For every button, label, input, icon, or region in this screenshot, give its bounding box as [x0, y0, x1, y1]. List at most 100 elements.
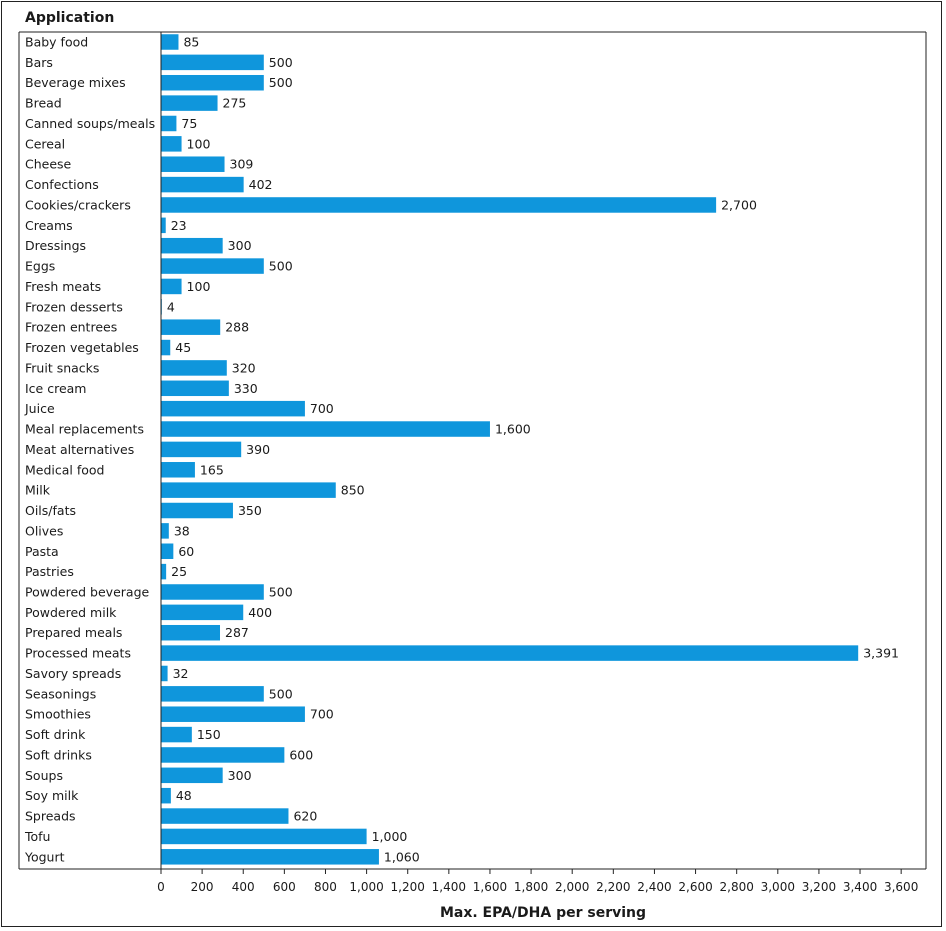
category-label: Juice	[24, 401, 55, 416]
category-label: Ice cream	[25, 381, 87, 396]
bar-value-label: 390	[246, 442, 270, 457]
x-tick-label: 1,600	[473, 880, 507, 894]
bar	[161, 563, 167, 580]
bar-value-label: 500	[269, 75, 293, 90]
bar	[161, 380, 229, 397]
bar-value-label: 300	[228, 238, 252, 253]
bar-value-label: 100	[187, 279, 211, 294]
bar-value-label: 320	[232, 360, 256, 375]
category-label: Pasta	[25, 544, 59, 559]
category-label: Beverage mixes	[25, 75, 126, 90]
bar-value-label: 2,700	[721, 197, 757, 212]
x-tick-label: 1,200	[391, 880, 425, 894]
bar-value-label: 3,391	[863, 646, 899, 661]
bar-value-label: 700	[310, 707, 334, 722]
bar	[161, 197, 717, 213]
category-label: Prepared meals	[25, 625, 122, 640]
bar-value-label: 150	[197, 727, 221, 742]
bar	[161, 787, 171, 804]
bar	[161, 502, 233, 519]
bar-value-label: 600	[289, 747, 313, 762]
bar	[161, 686, 264, 702]
category-label: Frozen entrees	[25, 320, 117, 335]
bar-value-label: 23	[171, 218, 187, 233]
bar-value-label: 300	[228, 768, 252, 783]
bar-value-label: 4	[167, 299, 175, 314]
category-label: Eggs	[25, 259, 55, 274]
bar-value-label: 500	[269, 584, 293, 599]
bar	[161, 584, 264, 600]
bar-value-label: 850	[341, 483, 365, 498]
x-tick-label: 2,000	[555, 880, 589, 894]
bar	[161, 849, 379, 865]
category-label: Meat alternatives	[25, 442, 134, 457]
category-label: Savory spreads	[25, 666, 121, 681]
bar-value-label: 100	[187, 136, 211, 151]
x-tick-label: 1,000	[349, 880, 383, 894]
bar-value-label: 350	[238, 503, 262, 518]
x-axis-label: Max. EPA/DHA per serving	[440, 905, 646, 921]
category-label: Seasonings	[25, 686, 96, 701]
bar	[161, 54, 264, 71]
bar	[161, 34, 179, 50]
bar-value-label: 45	[175, 340, 191, 355]
bar	[161, 258, 264, 274]
bar	[161, 95, 218, 111]
bar	[161, 441, 242, 458]
bar-value-label: 60	[178, 544, 194, 559]
category-label: Dressings	[25, 238, 86, 253]
bar	[161, 74, 264, 91]
bar-value-label: 309	[230, 157, 254, 172]
bar-value-label: 275	[223, 96, 247, 111]
category-label: Medical food	[25, 462, 105, 477]
bar	[161, 176, 244, 193]
category-label: Cereal	[25, 136, 65, 151]
category-label: Cheese	[25, 157, 72, 172]
x-tick-label: 400	[232, 880, 255, 894]
bar-value-label: 400	[248, 605, 272, 620]
bar-value-label: 402	[249, 177, 273, 192]
category-label: Processed meats	[25, 646, 131, 661]
bar	[161, 747, 285, 763]
bar-value-label: 287	[225, 625, 249, 640]
category-label: Fruit snacks	[25, 360, 99, 375]
bar-value-label: 1,000	[372, 829, 408, 844]
category-label: Frozen desserts	[25, 299, 123, 314]
x-tick-label: 800	[314, 880, 337, 894]
x-tick-label: 3,600	[884, 880, 918, 894]
category-label: Olives	[25, 523, 63, 538]
bar-value-label: 288	[225, 320, 249, 335]
category-label: Soft drink	[25, 727, 86, 742]
bar	[161, 726, 192, 743]
bar	[161, 339, 171, 356]
bar	[161, 624, 221, 641]
category-label: Powdered milk	[25, 605, 117, 620]
bar-value-label: 32	[173, 666, 189, 681]
category-label: Confections	[25, 177, 99, 192]
bar	[161, 706, 305, 722]
category-header: Application	[25, 10, 114, 26]
category-label: Oils/fats	[25, 503, 76, 518]
bar	[161, 319, 221, 335]
bar-value-label: 620	[293, 809, 317, 824]
category-label: Spreads	[25, 809, 76, 824]
bar	[161, 278, 182, 295]
x-tick-label: 1,400	[432, 880, 466, 894]
x-tick-label: 1,800	[514, 880, 548, 894]
bar	[161, 543, 174, 559]
bar	[161, 462, 195, 478]
bar	[161, 360, 227, 376]
category-label: Baby food	[25, 35, 88, 50]
bar	[161, 665, 168, 682]
bar-value-label: 500	[269, 259, 293, 274]
category-label: Powdered beverage	[25, 584, 149, 599]
bar-value-label: 330	[234, 381, 258, 396]
bar	[161, 482, 336, 498]
bar-value-label: 85	[183, 35, 199, 50]
bar	[161, 421, 490, 437]
category-label: Bars	[25, 55, 53, 70]
bar	[161, 237, 223, 254]
bar-value-label: 25	[171, 564, 187, 579]
bar	[161, 400, 305, 417]
